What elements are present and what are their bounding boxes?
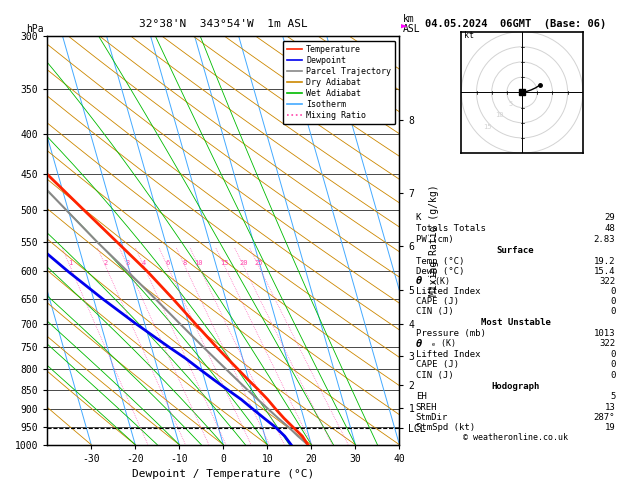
Text: 10: 10 bbox=[495, 112, 504, 118]
Y-axis label: Mixing Ratio (g/kg): Mixing Ratio (g/kg) bbox=[429, 185, 439, 296]
Text: Surface: Surface bbox=[497, 246, 534, 256]
Text: ►: ► bbox=[401, 22, 408, 32]
Text: 19: 19 bbox=[604, 423, 615, 432]
Text: 322: 322 bbox=[599, 339, 615, 348]
Text: 13: 13 bbox=[604, 402, 615, 412]
Text: 5: 5 bbox=[509, 101, 513, 107]
Text: StmSpd (kt): StmSpd (kt) bbox=[416, 423, 475, 432]
Text: 5: 5 bbox=[610, 392, 615, 401]
Text: Most Unstable: Most Unstable bbox=[481, 318, 550, 327]
Text: Dewp (°C): Dewp (°C) bbox=[416, 267, 464, 276]
Text: Hodograph: Hodograph bbox=[491, 382, 540, 391]
Text: 6: 6 bbox=[165, 260, 169, 266]
Text: Temp (°C): Temp (°C) bbox=[416, 257, 464, 265]
Text: SREH: SREH bbox=[416, 402, 437, 412]
Text: ₑ(K): ₑ(K) bbox=[431, 277, 451, 286]
Text: 2: 2 bbox=[103, 260, 108, 266]
Text: K: K bbox=[416, 213, 421, 222]
Text: 19.2: 19.2 bbox=[594, 257, 615, 265]
Text: © weatheronline.co.uk: © weatheronline.co.uk bbox=[464, 433, 568, 442]
Text: EH: EH bbox=[416, 392, 426, 401]
Legend: Temperature, Dewpoint, Parcel Trajectory, Dry Adiabat, Wet Adiabat, Isotherm, Mi: Temperature, Dewpoint, Parcel Trajectory… bbox=[283, 41, 395, 124]
Text: 29: 29 bbox=[604, 213, 615, 222]
Text: 10: 10 bbox=[194, 260, 203, 266]
Text: CAPE (J): CAPE (J) bbox=[416, 297, 459, 306]
Text: CAPE (J): CAPE (J) bbox=[416, 360, 459, 369]
X-axis label: Dewpoint / Temperature (°C): Dewpoint / Temperature (°C) bbox=[132, 469, 314, 479]
Text: StmDir: StmDir bbox=[416, 413, 448, 422]
Text: 1: 1 bbox=[68, 260, 72, 266]
Text: 0: 0 bbox=[610, 297, 615, 306]
Text: 322: 322 bbox=[599, 277, 615, 286]
Text: 0: 0 bbox=[610, 360, 615, 369]
Text: 04.05.2024  06GMT  (Base: 06): 04.05.2024 06GMT (Base: 06) bbox=[425, 19, 606, 30]
Text: 48: 48 bbox=[604, 224, 615, 233]
Text: 0: 0 bbox=[610, 287, 615, 295]
Text: 1013: 1013 bbox=[594, 329, 615, 338]
Text: ASL: ASL bbox=[403, 24, 420, 34]
Text: PW (cm): PW (cm) bbox=[416, 235, 454, 244]
Text: hPa: hPa bbox=[26, 24, 44, 34]
Text: Lifted Index: Lifted Index bbox=[416, 350, 480, 359]
Text: Pressure (mb): Pressure (mb) bbox=[416, 329, 486, 338]
Text: kt: kt bbox=[464, 31, 474, 40]
Text: 2.83: 2.83 bbox=[594, 235, 615, 244]
Text: CIN (J): CIN (J) bbox=[416, 307, 454, 316]
Text: km: km bbox=[403, 14, 415, 24]
Text: 287°: 287° bbox=[594, 413, 615, 422]
Text: Lifted Index: Lifted Index bbox=[416, 287, 480, 295]
Text: 15: 15 bbox=[220, 260, 229, 266]
Text: 4: 4 bbox=[142, 260, 146, 266]
Text: θ: θ bbox=[416, 339, 422, 348]
Text: θ: θ bbox=[416, 276, 422, 286]
Text: 0: 0 bbox=[610, 307, 615, 316]
Text: 25: 25 bbox=[254, 260, 263, 266]
Text: 15.4: 15.4 bbox=[594, 267, 615, 276]
Text: CIN (J): CIN (J) bbox=[416, 371, 454, 380]
Text: 0: 0 bbox=[610, 371, 615, 380]
Text: 15: 15 bbox=[484, 123, 492, 129]
Text: 8: 8 bbox=[182, 260, 187, 266]
Text: 20: 20 bbox=[239, 260, 248, 266]
Text: Totals Totals: Totals Totals bbox=[416, 224, 486, 233]
Text: 3: 3 bbox=[125, 260, 130, 266]
Text: 32°38'N  343°54'W  1m ASL: 32°38'N 343°54'W 1m ASL bbox=[139, 19, 308, 29]
Text: ₑ (K): ₑ (K) bbox=[431, 339, 456, 348]
Text: 0: 0 bbox=[610, 350, 615, 359]
